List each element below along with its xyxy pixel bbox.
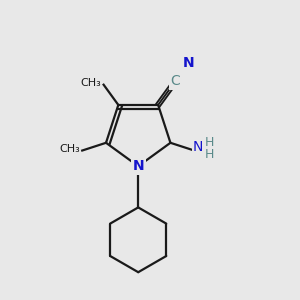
Text: N: N xyxy=(183,56,194,70)
Text: CH₃: CH₃ xyxy=(59,144,80,154)
Text: C: C xyxy=(171,74,180,88)
Text: H: H xyxy=(204,148,214,161)
Text: N: N xyxy=(193,140,203,154)
Text: CH₃: CH₃ xyxy=(80,78,101,88)
Text: H: H xyxy=(204,136,214,149)
Text: N: N xyxy=(132,159,144,173)
